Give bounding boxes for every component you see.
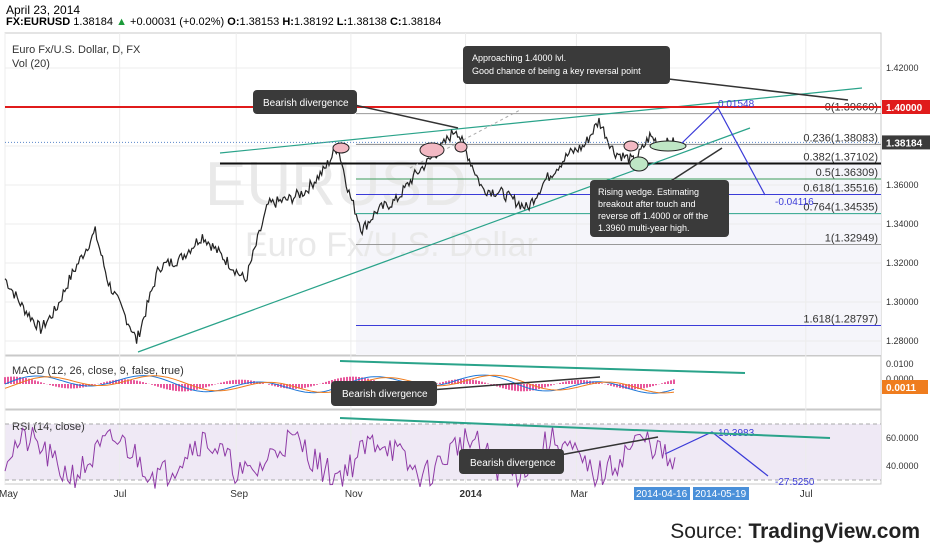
resistance-tag	[882, 100, 930, 114]
current-marker	[649, 140, 687, 152]
close-value: 1.38184	[401, 16, 442, 28]
callout-bearish-price[interactable]: Bearish divergence	[253, 90, 459, 129]
y-tick-label: 1.32000	[886, 258, 919, 268]
callout-wedge-line2: breakout after touch and	[598, 199, 696, 209]
callout-reversal-line2: Good chance of being a key reversal poin…	[472, 66, 641, 76]
date-tag-end-label: 2014-05-19	[695, 489, 747, 500]
source-brand: TradingView.com	[748, 520, 920, 543]
macd-tick-top: 0.0100	[886, 359, 914, 369]
callout-wedge-line1: Rising wedge. Estimating	[598, 187, 699, 197]
macd-value-tag	[882, 380, 928, 394]
macd-tick-zero: 0.0000	[886, 374, 914, 384]
rsi-line	[4, 426, 676, 489]
last-price: 1.38184	[73, 16, 113, 28]
symbol[interactable]: FX:EURUSD	[6, 16, 71, 28]
rsi-tick-60: 60.0000	[886, 433, 919, 443]
quote-line: FX:EURUSD 1.38184 ▲ +0.00031 (+0.02%) O:…	[6, 16, 441, 28]
source-prefix: Source:	[670, 520, 749, 543]
projection-low-label: -0.04116	[775, 197, 814, 208]
fib-label: 1(1.32949)	[825, 232, 878, 244]
y-tick-label: 1.42000	[886, 63, 919, 73]
open-value: 1.38153	[239, 16, 280, 28]
high-label: H:	[282, 16, 294, 28]
price-series	[4, 117, 677, 344]
x-tick-label: Jul	[114, 489, 127, 500]
x-tick-label: Mar	[570, 489, 588, 500]
callout-wedge[interactable]: Rising wedge. Estimating breakout after …	[590, 147, 729, 237]
projection-high-label: 0.01548	[718, 99, 755, 110]
last-price-tag-label: 1.38184	[886, 138, 923, 149]
fib-label: 1.618(1.28797)	[803, 313, 878, 325]
callout-wedge-line4: 1.3960 multi-year high.	[598, 223, 690, 233]
callout-bearish-macd-text: Bearish divergence	[342, 389, 428, 400]
date-tag-end	[693, 487, 749, 500]
macd-value-label: 0.0011	[886, 383, 916, 394]
x-axis: May Jul Sep Nov 2014 Mar Jul	[0, 489, 813, 500]
macd-title: MACD (12, 26, close, 9, false, true)	[12, 365, 184, 377]
callout-bearish-rsi[interactable]: Bearish divergence	[459, 436, 659, 474]
callout-wedge-line3: reverse off 1.4000 or off the	[598, 211, 708, 221]
wedge-upper-line[interactable]	[219, 87, 863, 154]
up-arrow-icon: ▲	[116, 16, 127, 28]
callout-reversal[interactable]: Approaching 1.4000 lvl. Good chance of b…	[463, 46, 849, 101]
fib-label: 0.236(1.38083)	[803, 132, 878, 144]
resistance-tag-label: 1.40000	[886, 103, 923, 114]
fib-label: 0.382(1.37102)	[803, 152, 878, 164]
close-label: C:	[389, 16, 402, 28]
low-value: 1.38138	[347, 16, 387, 28]
watermark-symbol: EURUSD	[205, 150, 467, 219]
macd-divergence-line	[339, 360, 746, 374]
high-value: 1.38192	[293, 16, 334, 28]
y-tick-label: 1.30000	[886, 297, 919, 307]
divergence-markers	[332, 140, 639, 158]
fib-label: 0.618(1.35516)	[803, 182, 878, 194]
rsi-divergence-line	[339, 417, 831, 439]
last-price-tag	[882, 135, 930, 150]
x-tick-label: May	[0, 489, 18, 500]
callout-reversal-line1: Approaching 1.4000 lvl.	[472, 53, 566, 63]
price-change: +0.00031 (+0.02%)	[130, 16, 225, 28]
watermark-name: Euro Fx/U.S. Dollar	[245, 226, 538, 264]
x-tick-label: Nov	[345, 489, 363, 500]
y-tick-label: 1.28000	[886, 336, 919, 346]
y-tick-label: 1.34000	[886, 219, 919, 229]
fib-label: 0.764(1.34535)	[803, 202, 878, 214]
rsi-title: RSI (14, close)	[12, 421, 85, 433]
fibonacci-levels[interactable]: 0(1.39660)0.236(1.38083)0.382(1.37102)0.…	[220, 102, 881, 326]
volume-label: Vol (20)	[12, 58, 50, 70]
projection-arrows	[664, 107, 769, 477]
fib-label: 0.5(1.36309)	[816, 167, 878, 179]
x-tick-label: 2014	[460, 489, 483, 500]
open-label: O:	[227, 16, 240, 28]
price-panel-title: Euro Fx/U.S. Dollar, D, FX	[12, 44, 141, 56]
rsi-tick-40: 40.0000	[886, 461, 919, 471]
touch-marker	[629, 156, 649, 172]
chart-date: April 23, 2014	[6, 3, 81, 17]
x-tick-label: Jul	[800, 489, 813, 500]
callout-bearish-rsi-text: Bearish divergence	[470, 458, 556, 469]
callout-bearish-macd[interactable]: Bearish divergence	[331, 376, 601, 406]
callout-bearish-price-text: Bearish divergence	[263, 98, 349, 109]
date-tag-start	[634, 487, 690, 500]
date-tag-start-label: 2014-04-16	[636, 489, 688, 500]
x-tick-label: Sep	[230, 489, 248, 500]
rsi-projection-low-label: -27.5250	[775, 477, 815, 488]
low-label: L:	[336, 16, 348, 28]
source-credit: Source: TradingView.com	[670, 520, 920, 544]
y-tick-label: 1.36000	[886, 180, 919, 190]
